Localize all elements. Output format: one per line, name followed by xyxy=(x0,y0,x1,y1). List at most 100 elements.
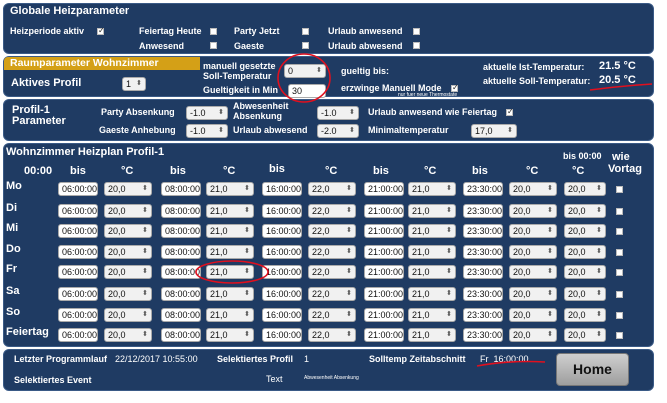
last-temp-select[interactable]: 20,0 ⬍ xyxy=(564,308,606,322)
temp-select[interactable]: 21,0 ⬍ xyxy=(206,265,254,279)
wie-vortag-checkbox[interactable] xyxy=(616,332,623,339)
time-input[interactable]: 08:00:00 xyxy=(161,308,201,322)
time-input[interactable]: 06:00:00 xyxy=(58,182,98,196)
time-input[interactable]: 08:00:00 xyxy=(161,224,201,238)
temp-select[interactable]: 21,0 ⬍ xyxy=(408,182,456,196)
abwesenheit-select[interactable]: -1.0 ⬍ xyxy=(317,106,359,120)
last-temp-select[interactable]: 20,0 ⬍ xyxy=(564,204,606,218)
time-input[interactable]: 23:30:00 xyxy=(463,224,503,238)
wie-vortag-checkbox[interactable] xyxy=(616,228,623,235)
time-input[interactable]: 21:00:00 xyxy=(364,308,404,322)
temp-select[interactable]: 21,0 ⬍ xyxy=(408,245,456,259)
time-input[interactable]: 23:30:00 xyxy=(463,265,503,279)
time-input[interactable]: 06:00:00 xyxy=(58,328,98,342)
wie-vortag-checkbox[interactable] xyxy=(616,269,623,276)
temp-select[interactable]: 20,0 ⬍ xyxy=(509,308,557,322)
wie-vortag-checkbox[interactable] xyxy=(616,208,623,215)
temp-select[interactable]: 21,0 ⬍ xyxy=(206,287,254,301)
temp-select[interactable]: 21,0 ⬍ xyxy=(408,287,456,301)
temp-select[interactable]: 21,0 ⬍ xyxy=(206,245,254,259)
time-input[interactable]: 16:00:00 xyxy=(262,224,302,238)
temp-select[interactable]: 20,0 ⬍ xyxy=(104,245,152,259)
temp-select[interactable]: 20,0 ⬍ xyxy=(104,224,152,238)
gaeste-anhebung-select[interactable]: -1.0 ⬍ xyxy=(186,124,228,138)
temp-select[interactable]: 21,0 ⬍ xyxy=(206,308,254,322)
wie-vortag-checkbox[interactable] xyxy=(616,291,623,298)
minimal-select[interactable]: 17,0 ⬍ xyxy=(471,124,517,138)
temp-select[interactable]: 22,0 ⬍ xyxy=(308,182,356,196)
gaeste-checkbox[interactable] xyxy=(302,42,309,49)
heizperiode-checkbox[interactable] xyxy=(97,26,105,35)
temp-select[interactable]: 20,0 ⬍ xyxy=(509,245,557,259)
temp-select[interactable]: 21,0 ⬍ xyxy=(206,182,254,196)
last-temp-select[interactable]: 20,0 ⬍ xyxy=(564,265,606,279)
time-input[interactable]: 23:30:00 xyxy=(463,287,503,301)
last-temp-select[interactable]: 20,0 ⬍ xyxy=(564,245,606,259)
time-input[interactable]: 08:00:00 xyxy=(161,245,201,259)
erzwinge-checkbox[interactable] xyxy=(451,83,459,92)
time-input[interactable]: 08:00:00 xyxy=(161,182,201,196)
temp-select[interactable]: 20,0 ⬍ xyxy=(104,182,152,196)
time-input[interactable]: 21:00:00 xyxy=(364,328,404,342)
temp-select[interactable]: 20,0 ⬍ xyxy=(104,265,152,279)
last-temp-select[interactable]: 20,0 ⬍ xyxy=(564,224,606,238)
time-input[interactable]: 23:30:00 xyxy=(463,328,503,342)
temp-select[interactable]: 20,0 ⬍ xyxy=(104,328,152,342)
temp-select[interactable]: 20,0 ⬍ xyxy=(509,328,557,342)
temp-select[interactable]: 21,0 ⬍ xyxy=(206,328,254,342)
time-input[interactable]: 21:00:00 xyxy=(364,182,404,196)
temp-select[interactable]: 22,0 ⬍ xyxy=(308,245,356,259)
urlaub-abwesend-checkbox[interactable] xyxy=(413,42,420,49)
temp-select[interactable]: 21,0 ⬍ xyxy=(408,308,456,322)
time-input[interactable]: 06:00:00 xyxy=(58,245,98,259)
time-input[interactable]: 16:00:00 xyxy=(262,245,302,259)
time-input[interactable]: 06:00:00 xyxy=(58,204,98,218)
home-button[interactable]: Home xyxy=(556,353,629,386)
temp-select[interactable]: 21,0 ⬍ xyxy=(408,328,456,342)
time-input[interactable]: 16:00:00 xyxy=(262,204,302,218)
anwesend-checkbox[interactable] xyxy=(210,42,217,49)
temp-select[interactable]: 20,0 ⬍ xyxy=(104,287,152,301)
time-input[interactable]: 21:00:00 xyxy=(364,224,404,238)
party-checkbox[interactable] xyxy=(302,28,309,35)
time-input[interactable]: 08:00:00 xyxy=(161,287,201,301)
temp-select[interactable]: 21,0 ⬍ xyxy=(408,265,456,279)
temp-select[interactable]: 20,0 ⬍ xyxy=(509,224,557,238)
wie-vortag-checkbox[interactable] xyxy=(616,249,623,256)
time-input[interactable]: 06:00:00 xyxy=(58,224,98,238)
temp-select[interactable]: 22,0 ⬍ xyxy=(308,224,356,238)
temp-select[interactable]: 20,0 ⬍ xyxy=(509,287,557,301)
temp-select[interactable]: 22,0 ⬍ xyxy=(308,265,356,279)
wie-vortag-checkbox[interactable] xyxy=(616,312,623,319)
time-input[interactable]: 21:00:00 xyxy=(364,287,404,301)
time-input[interactable]: 08:00:00 xyxy=(161,204,201,218)
manuell-temp-select[interactable]: 0 ⬍ xyxy=(284,64,326,78)
time-input[interactable]: 06:00:00 xyxy=(58,287,98,301)
time-input[interactable]: 16:00:00 xyxy=(262,265,302,279)
time-input[interactable]: 08:00:00 xyxy=(161,328,201,342)
temp-select[interactable]: 22,0 ⬍ xyxy=(308,328,356,342)
temp-select[interactable]: 22,0 ⬍ xyxy=(308,287,356,301)
temp-select[interactable]: 20,0 ⬍ xyxy=(104,308,152,322)
temp-select[interactable]: 20,0 ⬍ xyxy=(104,204,152,218)
wie-vortag-checkbox[interactable] xyxy=(616,186,623,193)
temp-select[interactable]: 22,0 ⬍ xyxy=(308,204,356,218)
time-input[interactable]: 06:00:00 xyxy=(58,308,98,322)
time-input[interactable]: 06:00:00 xyxy=(58,265,98,279)
time-input[interactable]: 16:00:00 xyxy=(262,328,302,342)
time-input[interactable]: 23:30:00 xyxy=(463,204,503,218)
last-temp-select[interactable]: 20,0 ⬍ xyxy=(564,328,606,342)
time-input[interactable]: 08:00:00 xyxy=(161,265,201,279)
time-input[interactable]: 21:00:00 xyxy=(364,265,404,279)
party-absenkung-select[interactable]: -1.0 ⬍ xyxy=(186,106,228,120)
last-temp-select[interactable]: 20,0 ⬍ xyxy=(564,182,606,196)
time-input[interactable]: 16:00:00 xyxy=(262,287,302,301)
time-input[interactable]: 23:30:00 xyxy=(463,308,503,322)
temp-select[interactable]: 20,0 ⬍ xyxy=(509,182,557,196)
temp-select[interactable]: 21,0 ⬍ xyxy=(206,204,254,218)
time-input[interactable]: 21:00:00 xyxy=(364,204,404,218)
temp-select[interactable]: 22,0 ⬍ xyxy=(308,308,356,322)
urlaub-anwesend-checkbox[interactable] xyxy=(413,28,420,35)
aktives-profil-select[interactable]: 1 ⬍ xyxy=(122,77,146,91)
urlaub-feiertag-checkbox[interactable] xyxy=(506,107,514,116)
